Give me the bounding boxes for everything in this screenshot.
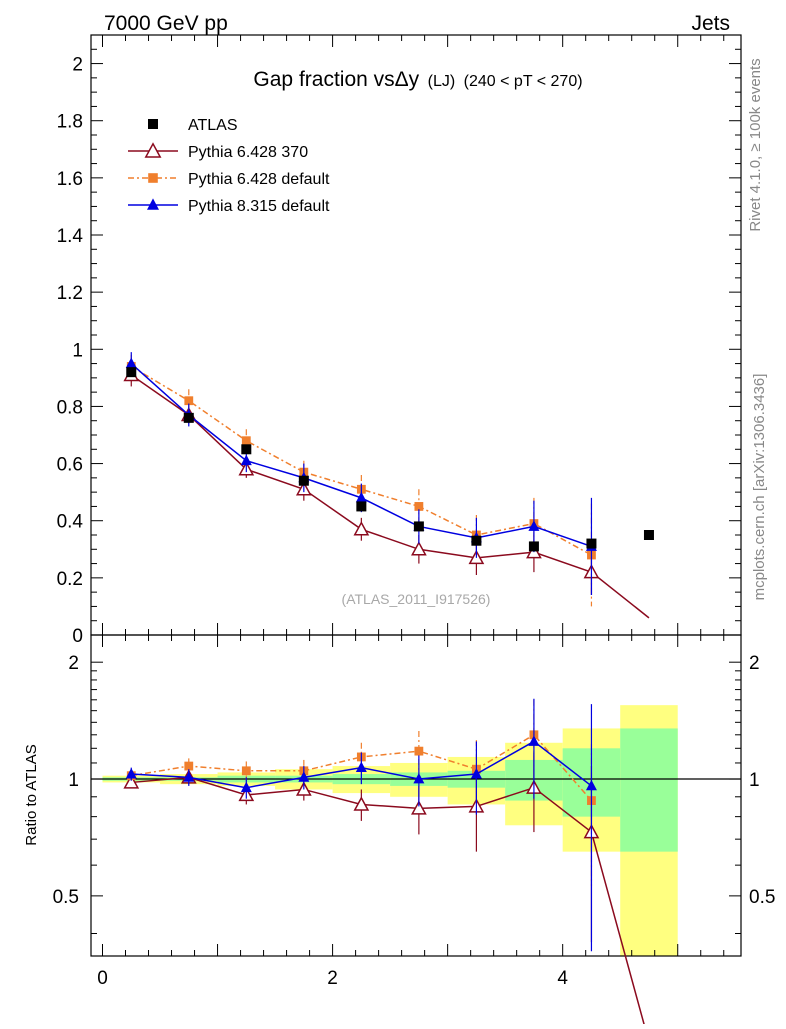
main-y-tick-label: 0.8: [57, 397, 83, 418]
main-y-tick-label: 1.8: [57, 112, 83, 133]
main-y-tick-label: 0.4: [57, 512, 84, 533]
ratio-series-line: [131, 733, 593, 802]
series-point: [411, 541, 427, 556]
rivet-version-label: Rivet 4.1.0, ≥ 100k events: [747, 58, 764, 231]
atlas-data-points: [126, 367, 654, 552]
main-y-tick-label: 0: [72, 626, 83, 647]
series-point: [528, 520, 540, 531]
main-y-tick-label: 1: [72, 340, 83, 361]
main-panel-series: [123, 352, 654, 619]
ratio-point: [353, 796, 370, 811]
legend-label: Pythia 8.315 default: [188, 198, 330, 215]
ratio-point: [355, 761, 367, 773]
legend-marker: [148, 119, 158, 129]
mcplots-source-label: mcplots.cern.ch [arXiv:1306.3436]: [751, 374, 768, 601]
ratio-y-tick-label-right: 0.5: [749, 887, 775, 908]
series-point: [353, 521, 370, 536]
series-point: [414, 502, 424, 511]
legend-entry-1: Pythia 6.428 370: [128, 142, 308, 161]
ratio-y-tick-label: 1: [68, 770, 79, 791]
atlas-data-point: [471, 535, 482, 546]
analysis-watermark: (ATLAS_2011_I917526): [342, 591, 491, 607]
ratio-series-line: [131, 776, 647, 1029]
ratio-point: [125, 767, 137, 779]
atlas-data-point: [528, 541, 539, 552]
ratio-point: [183, 771, 195, 782]
main-y-tick-label: 0.6: [57, 455, 83, 476]
atlas-data-point: [183, 412, 194, 423]
atlas-data-point: [586, 538, 597, 549]
ratio-plot-frame: [90, 634, 742, 957]
legend-label: Pythia 6.428 default: [188, 171, 330, 188]
main-y-tick-label: 2: [72, 55, 83, 76]
ratio-uncertainty-bands: [91, 705, 741, 956]
legend-entry-3: Pythia 8.315 default: [128, 198, 330, 215]
ratio-y-axis-label: Ratio to ATLAS: [23, 744, 40, 845]
x-tick-label: 0: [97, 968, 108, 989]
ratio-point: [585, 779, 597, 791]
legend-entry-0: ATLAS: [148, 117, 238, 134]
legend-label: ATLAS: [188, 117, 238, 134]
ratio-point: [298, 771, 310, 782]
atlas-data-point: [356, 501, 367, 512]
main-series-0: [123, 363, 650, 619]
x-tick-label: 4: [557, 968, 568, 989]
atlas-data-point: [413, 521, 424, 532]
ratio-point: [241, 766, 251, 776]
ratio-y-tick-label: 2: [68, 653, 79, 674]
atlas-data-point: [126, 367, 137, 378]
chart-title-sub: (LJ): [428, 73, 456, 90]
main-series-1: [126, 355, 596, 607]
ratio-y-tick-label-right: 1: [749, 770, 760, 791]
ratio-y-tick-label-right: 2: [749, 653, 760, 674]
legend-marker: [148, 173, 158, 183]
ratio-point: [123, 774, 140, 789]
chart-title-range: (240 < pT < 270): [464, 73, 583, 90]
main-y-tick-label: 0.2: [57, 569, 83, 590]
main-y-tick-label: 1.2: [57, 283, 83, 304]
atlas-data-point: [241, 444, 252, 455]
series-point: [184, 396, 194, 406]
chart-title: Gap fraction vsΔy (LJ) (240 < pT < 270): [253, 68, 582, 91]
atlas-data-point: [298, 475, 309, 486]
main-series-2: [125, 352, 597, 595]
ratio-point: [240, 781, 252, 793]
legend-label: Pythia 6.428 370: [188, 144, 308, 161]
ratio-panel-series: [123, 698, 647, 1029]
main-y-tick-label: 1.6: [57, 169, 83, 190]
x-axis-ticks: 0 2 4: [97, 35, 725, 989]
series-line: [130, 374, 650, 619]
main-y-tick-label: 1.4: [57, 226, 84, 247]
ratio-point: [411, 800, 427, 815]
ratio-axis-ticks: 0.5 0.5 1 1 2 2: [53, 653, 775, 934]
ratio-series-2: [125, 698, 597, 952]
ratio-point: [413, 772, 425, 784]
main-axis-ticks: 0 0.2 0.4 0.6 0.8 1 1.2 1.4 1.6 1.8 2: [57, 48, 741, 647]
header-jets-label: Jets: [691, 12, 730, 35]
ratio-point: [470, 767, 482, 779]
atlas-data-point: [643, 530, 654, 540]
ratio-band-stat: [620, 728, 678, 852]
ratio-point: [184, 761, 194, 771]
legend-entry-2: Pythia 6.428 default: [128, 171, 330, 188]
ratio-y-tick-label: 0.5: [53, 887, 79, 908]
legend: ATLAS Pythia 6.428 370 Pythia 6.428 defaul…: [128, 117, 330, 215]
x-tick-label: 2: [327, 968, 338, 989]
legend-marker: [147, 198, 159, 210]
legend-marker: [144, 142, 162, 158]
ratio-point: [528, 735, 540, 746]
series-point: [125, 357, 137, 368]
series-point: [355, 491, 367, 503]
series-point: [241, 436, 251, 446]
ratio-point: [414, 746, 424, 756]
header-energy-label: 7000 GeV pp: [104, 12, 228, 35]
series-point: [240, 454, 252, 466]
chart-title-main: Gap fraction vsΔy: [253, 68, 419, 91]
